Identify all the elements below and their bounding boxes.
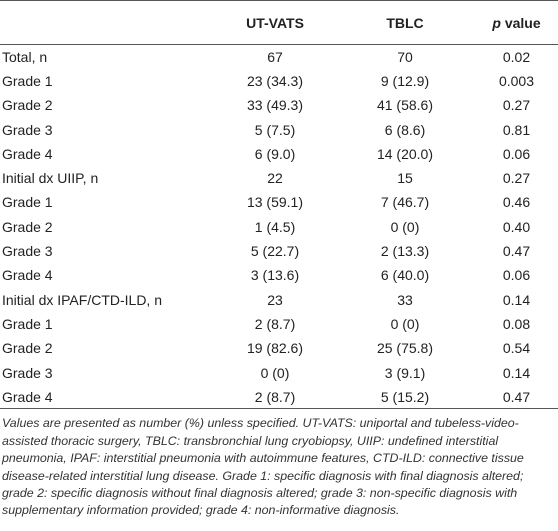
cell: 3 (9.1) — [384, 364, 426, 381]
table-row: Grade 3 5 (22.7) 2 (13.3) 0.47 — [0, 239, 558, 263]
table-row: Grade 1 13 (59.1) 7 (46.7) 0.46 — [0, 190, 558, 214]
table-body: Total, n 67 70 0.02 Grade 1 23 (34.3) 9 (12.9)… — [0, 45, 558, 409]
row-label: Grade 1 — [2, 194, 53, 211]
cell: 15 — [397, 170, 413, 187]
cell: 5 (15.2) — [380, 388, 430, 405]
cell: 2 (8.7) — [254, 315, 296, 332]
header-row: UT-VATS TBLC p value — [0, 0, 558, 45]
row-label: Grade 2 — [2, 218, 53, 235]
p-symbol: p — [492, 14, 501, 31]
cell: 23 — [267, 291, 283, 308]
table-row: Initial dx IPAF/CTD-ILD, n 23 33 0.14 — [0, 287, 558, 311]
cell: 6 (8.6) — [384, 121, 426, 138]
cell: 0.81 — [502, 121, 531, 138]
cell: 67 — [267, 48, 283, 65]
cell: 0.06 — [502, 145, 531, 162]
cell: 41 (58.6) — [376, 97, 434, 114]
cell: 14 (20.0) — [376, 145, 434, 162]
cell: 13 (59.1) — [246, 194, 304, 211]
table-row: Initial dx UIIP, n 22 15 0.27 — [0, 166, 558, 190]
row-label: Total, n — [2, 48, 48, 65]
row-label: Grade 4 — [2, 145, 53, 162]
row-label: Initial dx UIIP, n — [2, 170, 99, 187]
header-cell: p value — [475, 1, 558, 45]
cell: 0.47 — [502, 388, 531, 405]
row-label: Initial dx IPAF/CTD-ILD, n — [2, 291, 163, 308]
cell: 22 — [267, 170, 283, 187]
cell: 2 (8.7) — [254, 388, 296, 405]
data-table: UT-VATS TBLC p value Total, n 67 70 0.02 Gra… — [0, 0, 558, 409]
cell: 70 — [397, 48, 413, 65]
cell: 0.46 — [502, 194, 531, 211]
cell: 6 (40.0) — [380, 267, 430, 284]
row-label: Grade 2 — [2, 97, 53, 114]
cell: 0 (0) — [260, 364, 290, 381]
cell: 7 (46.7) — [380, 194, 430, 211]
cell: 0.27 — [502, 170, 531, 187]
header-cell — [0, 1, 215, 45]
cell: 5 (7.5) — [254, 121, 296, 138]
table-row: Grade 4 3 (13.6) 6 (40.0) 0.06 — [0, 263, 558, 287]
cell: 9 (12.9) — [380, 72, 430, 89]
cell: 0.27 — [502, 97, 531, 114]
cell: 0.47 — [502, 243, 531, 260]
table-row: Grade 2 1 (4.5) 0 (0) 0.40 — [0, 215, 558, 239]
cell: 0.14 — [502, 364, 531, 381]
cell: 0.14 — [502, 291, 531, 308]
cell: 2 (13.3) — [380, 243, 430, 260]
row-label: Grade 1 — [2, 315, 53, 332]
cell: 19 (82.6) — [246, 340, 304, 357]
cell: 0.40 — [502, 218, 531, 235]
header-cell: TBLC — [386, 14, 424, 31]
cell: 0.06 — [502, 267, 531, 284]
table-row: Grade 4 2 (8.7) 5 (15.2) 0.47 — [0, 385, 558, 409]
row-label: Grade 2 — [2, 340, 53, 357]
table-row: Grade 3 5 (7.5) 6 (8.6) 0.81 — [0, 117, 558, 141]
cell: 0 (0) — [390, 315, 420, 332]
table-row: Grade 4 6 (9.0) 14 (20.0) 0.06 — [0, 142, 558, 166]
table-row: Grade 3 0 (0) 3 (9.1) 0.14 — [0, 360, 558, 384]
row-label: Grade 4 — [2, 267, 53, 284]
cell: 3 (13.6) — [250, 267, 300, 284]
cell: 1 (4.5) — [254, 218, 296, 235]
row-label: Grade 1 — [2, 72, 53, 89]
header-cell: UT-VATS — [246, 14, 304, 31]
cell: 5 (22.7) — [250, 243, 300, 260]
row-label: Grade 3 — [2, 121, 53, 138]
table-row: Grade 2 19 (82.6) 25 (75.8) 0.54 — [0, 336, 558, 360]
cell: 0.08 — [502, 315, 531, 332]
cell: 0.003 — [498, 72, 535, 89]
table-row: Grade 1 23 (34.3) 9 (12.9) 0.003 — [0, 69, 558, 93]
table-row: Grade 1 2 (8.7) 0 (0) 0.08 — [0, 312, 558, 336]
cell: 0.02 — [502, 48, 531, 65]
cell: 25 (75.8) — [376, 340, 434, 357]
p-word: value — [504, 14, 541, 31]
table-row: Total, n 67 70 0.02 — [0, 45, 558, 69]
cell: 6 (9.0) — [254, 145, 296, 162]
table-header: UT-VATS TBLC p value — [0, 0, 558, 45]
footnote: Values are presented as number (%) unles… — [2, 416, 524, 518]
row-label: Grade 4 — [2, 388, 53, 405]
row-label: Grade 3 — [2, 364, 53, 381]
cell: 33 (49.3) — [246, 97, 304, 114]
cell: 33 — [397, 291, 413, 308]
table-row: Grade 2 33 (49.3) 41 (58.6) 0.27 — [0, 93, 558, 117]
cell: 23 (34.3) — [246, 72, 304, 89]
row-label: Grade 3 — [2, 243, 53, 260]
cell: 0 (0) — [390, 218, 420, 235]
cell: 0.54 — [502, 340, 531, 357]
